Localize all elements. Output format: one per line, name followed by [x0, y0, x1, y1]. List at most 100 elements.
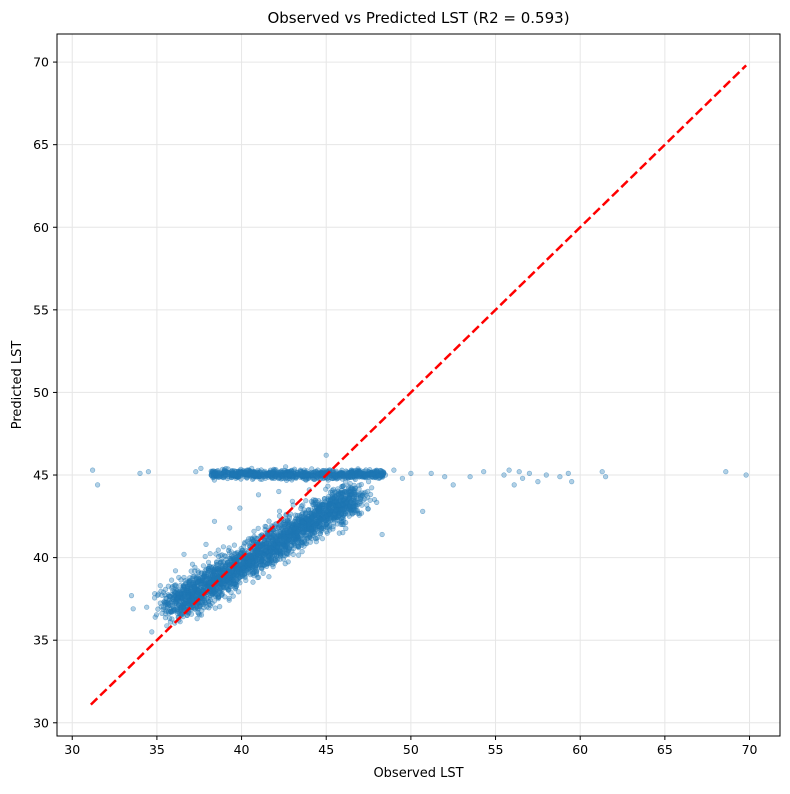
data-point — [260, 570, 266, 576]
x-tick-label: 50 — [403, 742, 419, 757]
data-point — [89, 467, 96, 473]
data-point — [314, 534, 321, 541]
data-point — [200, 563, 206, 569]
data-point — [300, 519, 306, 525]
data-point — [167, 619, 173, 625]
data-point — [286, 547, 292, 553]
data-point — [293, 475, 299, 481]
data-point — [287, 528, 293, 535]
data-point — [332, 472, 338, 478]
data-point — [311, 502, 317, 508]
data-point — [171, 582, 177, 589]
x-tick-label: 55 — [488, 742, 504, 757]
data-point — [377, 474, 383, 481]
data-point — [159, 610, 165, 617]
data-point — [137, 470, 143, 477]
data-point — [230, 593, 236, 599]
x-tick-label: 70 — [742, 742, 758, 757]
data-point — [323, 452, 329, 458]
data-point — [235, 573, 241, 579]
data-point — [296, 552, 302, 558]
data-point — [316, 502, 322, 508]
data-point — [399, 475, 406, 481]
data-point — [356, 512, 362, 518]
data-point — [243, 577, 249, 584]
data-point — [357, 470, 363, 477]
data-point — [161, 604, 167, 610]
y-tick-label: 35 — [33, 633, 49, 648]
x-tick-label: 45 — [318, 742, 334, 757]
data-point — [289, 498, 296, 505]
data-point — [201, 573, 207, 579]
data-point — [369, 472, 375, 478]
data-point — [340, 474, 346, 480]
data-point — [197, 603, 203, 609]
data-point — [242, 573, 248, 579]
data-point — [743, 472, 749, 478]
data-point — [333, 490, 339, 496]
data-point — [328, 514, 334, 521]
data-point — [276, 488, 282, 495]
data-point — [506, 467, 512, 473]
data-point — [163, 608, 169, 614]
data-point — [155, 591, 161, 597]
data-point — [299, 548, 305, 555]
data-point — [226, 597, 232, 603]
data-point — [569, 479, 575, 485]
data-point — [240, 565, 247, 571]
data-point — [281, 533, 287, 540]
data-point — [304, 516, 310, 522]
data-point — [269, 554, 275, 560]
data-point — [305, 521, 312, 528]
data-point — [351, 499, 357, 505]
data-point — [215, 470, 221, 477]
data-point — [255, 525, 261, 531]
data-point — [511, 482, 517, 488]
data-point — [207, 580, 213, 586]
data-point — [182, 590, 188, 596]
data-point — [235, 589, 242, 595]
y-tick-label: 65 — [33, 137, 49, 152]
data-point — [325, 483, 331, 489]
data-point — [227, 580, 233, 586]
data-point — [211, 570, 217, 576]
data-point — [178, 591, 184, 597]
data-point — [340, 529, 346, 536]
data-point — [301, 529, 307, 535]
data-point — [304, 535, 310, 541]
data-point — [189, 561, 196, 567]
data-point — [366, 479, 372, 485]
data-point — [354, 508, 360, 514]
data-point — [247, 472, 253, 478]
data-point — [217, 603, 223, 610]
data-point — [172, 590, 178, 596]
data-point — [300, 502, 306, 508]
data-point — [723, 469, 729, 475]
data-point — [526, 470, 533, 477]
data-point — [303, 498, 309, 504]
data-point — [516, 469, 522, 475]
data-points — [89, 452, 749, 635]
data-point — [206, 605, 212, 611]
y-tick-label: 40 — [33, 550, 49, 565]
data-point — [177, 582, 183, 589]
data-point — [338, 507, 344, 513]
data-point — [190, 591, 196, 597]
x-tick-label: 30 — [64, 742, 80, 757]
data-point — [262, 523, 268, 530]
data-point — [276, 508, 283, 514]
data-point — [303, 510, 310, 517]
data-point — [365, 488, 371, 495]
data-point — [212, 605, 218, 611]
data-point — [251, 528, 257, 534]
data-point — [186, 578, 192, 584]
data-point — [235, 578, 241, 585]
data-point — [481, 469, 487, 475]
data-point — [286, 472, 292, 478]
data-point — [408, 470, 414, 477]
data-point — [172, 568, 179, 574]
x-tick-label: 35 — [149, 742, 165, 757]
data-point — [207, 551, 213, 557]
data-point — [283, 464, 289, 470]
